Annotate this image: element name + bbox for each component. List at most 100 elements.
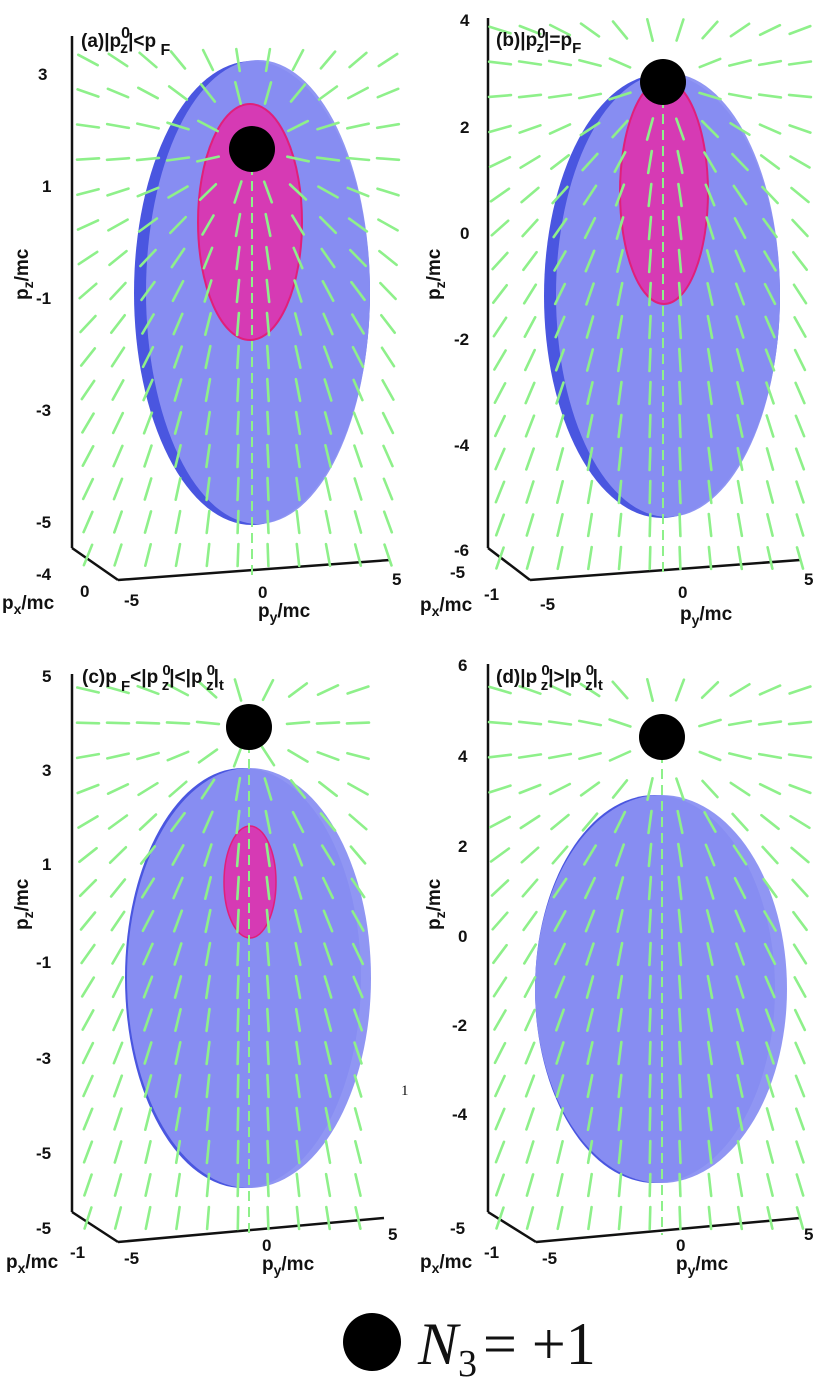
ytick: 5 (42, 667, 51, 686)
field-line-segment (236, 509, 240, 535)
field-line-segment (794, 1041, 806, 1065)
field-line-segment (205, 1205, 211, 1231)
field-line-segment (646, 149, 654, 175)
field-line-segment (648, 974, 652, 1000)
field-line-segment (112, 1074, 124, 1098)
field-line-segment (677, 974, 683, 1000)
field-line-segment (205, 1106, 211, 1132)
field-line-segment (324, 509, 332, 535)
field-line-segment (647, 842, 653, 868)
field-line-segment (734, 282, 746, 306)
field-line-segment (788, 685, 812, 695)
ytick: 0 (460, 224, 469, 243)
panel-a-field-lines-front (75, 47, 401, 575)
field-line-segment (324, 1205, 332, 1231)
field-line-segment (556, 545, 564, 571)
field-line-segment (611, 779, 629, 799)
field-line-segment (379, 281, 397, 301)
field-line-segment (81, 412, 95, 434)
field-line-segment (677, 281, 683, 307)
field-line-segment (293, 876, 303, 900)
field-line-segment (490, 879, 510, 897)
legend: N3 = +1 (343, 1311, 596, 1385)
field-line-segment (488, 784, 512, 794)
field-line-segment (585, 315, 595, 339)
field-line-segment (608, 91, 632, 101)
field-line-segment (266, 1040, 270, 1066)
panel-c-field-lines-front (75, 678, 371, 1235)
panel-d-monopole (639, 714, 685, 760)
field-line-segment (517, 720, 543, 726)
field-line-segment (295, 1172, 301, 1198)
panel-d-yticks: 6 4 2 0 -2 -4 (452, 656, 468, 1124)
field-line-segment (734, 942, 746, 966)
field-line-segment (197, 119, 219, 133)
field-line-segment (491, 911, 509, 931)
field-line-segment (494, 513, 506, 537)
field-line-segment (758, 123, 782, 135)
panel-b-depth-tick: -5 (450, 563, 465, 582)
field-line-segment (294, 410, 302, 436)
field-line-segment (736, 446, 744, 472)
field-line-segment (617, 1073, 623, 1099)
panel-c: (c)p F<|p 0 z|<|p 0 z|t 5 3 1 -1 -3 -5 pz/… (6, 662, 397, 1278)
field-line-segment (585, 942, 595, 966)
panel-c-outer-shell (127, 768, 371, 1188)
ytick: 1 (42, 855, 51, 874)
field-line-segment (350, 877, 366, 899)
field-line-segment (324, 476, 332, 502)
field-line-segment (617, 512, 623, 538)
ytick: 6 (458, 656, 467, 675)
field-line-segment (493, 381, 507, 405)
panel-c-yticks: 5 3 1 -1 -3 -5 (36, 667, 51, 1163)
field-line-segment (758, 684, 782, 696)
field-line-segment (765, 414, 775, 438)
panel-b-xtick: -5 (540, 595, 555, 614)
field-line-segment (616, 249, 624, 274)
field-line-segment (352, 1008, 364, 1032)
field-line-segment (171, 279, 185, 303)
field-line-segment (701, 20, 719, 40)
field-line-segment (107, 218, 129, 232)
field-line-segment (319, 812, 337, 832)
field-line-segment (734, 909, 746, 933)
field-line-segment (487, 93, 513, 99)
field-line-segment (291, 810, 305, 834)
field-line-segment (677, 314, 683, 340)
field-line-segment (736, 1074, 744, 1098)
field-line-segment (202, 246, 214, 270)
field-line-segment (495, 1206, 505, 1230)
field-line-segment (647, 281, 653, 307)
field-line-segment (324, 1106, 332, 1132)
field-line-segment (345, 122, 371, 130)
field-line-segment (617, 380, 623, 406)
field-line-segment (491, 251, 509, 271)
field-line-segment (135, 721, 161, 725)
field-line-segment (81, 477, 95, 501)
field-line-segment (265, 377, 271, 403)
field-line-segment (707, 1205, 713, 1231)
field-line-segment (731, 152, 749, 172)
field-line-segment (143, 1008, 153, 1032)
field-line-segment (166, 683, 190, 697)
field-line-segment (492, 316, 508, 338)
field-line-segment (707, 413, 713, 439)
field-line-segment (547, 752, 573, 760)
field-line-segment (266, 476, 270, 502)
field-line-segment (173, 345, 183, 369)
field-line-segment (110, 910, 126, 932)
field-line-segment (107, 52, 129, 68)
field-line-segment (648, 512, 652, 538)
field-line-segment (205, 443, 211, 469)
field-line-segment (346, 86, 370, 100)
panel-a-depthlabel: px/mc (2, 593, 55, 617)
field-line-segment (766, 512, 774, 538)
panel-a-ylabel: pz/mc (12, 248, 36, 300)
field-line-segment (112, 444, 124, 468)
field-line-segment (761, 185, 779, 205)
field-line-segment (236, 875, 240, 901)
field-line-segment (236, 1172, 240, 1198)
field-line-segment (648, 941, 652, 967)
field-line-segment (83, 1173, 93, 1197)
field-line-segment (295, 476, 301, 502)
